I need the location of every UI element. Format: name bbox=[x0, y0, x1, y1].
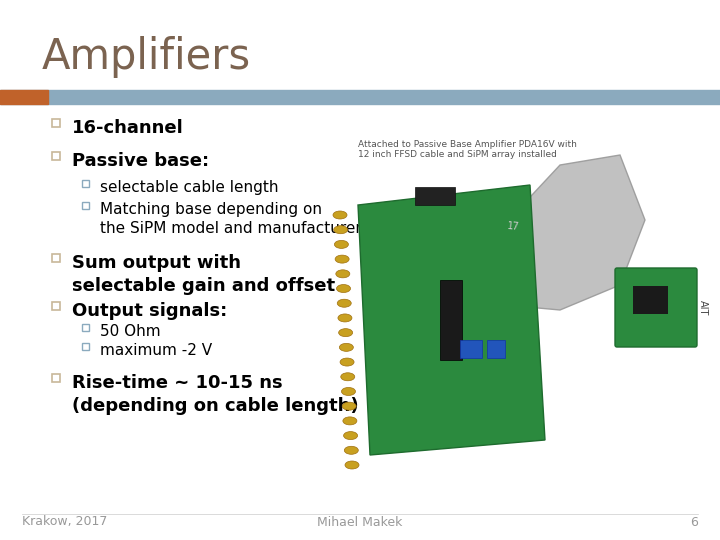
Text: Passive base:: Passive base: bbox=[72, 152, 209, 170]
Ellipse shape bbox=[334, 240, 348, 248]
Ellipse shape bbox=[338, 329, 353, 336]
Text: Krakow, 2017: Krakow, 2017 bbox=[22, 516, 107, 529]
Bar bbox=[52, 254, 60, 262]
Ellipse shape bbox=[340, 358, 354, 366]
Ellipse shape bbox=[342, 402, 356, 410]
Bar bbox=[460, 340, 482, 358]
Ellipse shape bbox=[336, 270, 350, 278]
Bar bbox=[52, 119, 60, 127]
Text: Amplifiers: Amplifiers bbox=[42, 36, 251, 78]
Text: Attached to Passive Base Amplifier PDA16V with
12 inch FFSD cable and SiPM array: Attached to Passive Base Amplifier PDA16… bbox=[358, 140, 577, 159]
Bar bbox=[82, 180, 89, 187]
Ellipse shape bbox=[337, 299, 351, 307]
Bar bbox=[440, 280, 462, 360]
Bar bbox=[52, 152, 60, 160]
Ellipse shape bbox=[338, 314, 352, 322]
Text: Output signals:: Output signals: bbox=[72, 302, 228, 320]
Ellipse shape bbox=[341, 373, 355, 381]
Bar bbox=[0, 90, 720, 104]
Text: 17: 17 bbox=[507, 221, 520, 232]
Text: AIT: AIT bbox=[698, 300, 708, 315]
Text: maximum -2 V: maximum -2 V bbox=[100, 343, 212, 358]
Bar bbox=[0, 90, 48, 104]
Bar bbox=[82, 343, 89, 350]
Polygon shape bbox=[468, 155, 645, 310]
Ellipse shape bbox=[339, 343, 354, 352]
Ellipse shape bbox=[345, 461, 359, 469]
Text: Matching base depending on
the SiPM model and manufacturer: Matching base depending on the SiPM mode… bbox=[100, 202, 361, 236]
Ellipse shape bbox=[343, 431, 358, 440]
Ellipse shape bbox=[335, 255, 349, 263]
Bar bbox=[415, 187, 455, 205]
Bar bbox=[82, 202, 89, 209]
Ellipse shape bbox=[336, 285, 351, 293]
Text: 50 Ohm: 50 Ohm bbox=[100, 324, 161, 339]
Text: Sum output with
selectable gain and offset: Sum output with selectable gain and offs… bbox=[72, 254, 335, 295]
Ellipse shape bbox=[333, 226, 348, 234]
Ellipse shape bbox=[343, 417, 357, 425]
Bar bbox=[487, 340, 505, 358]
Ellipse shape bbox=[341, 388, 356, 395]
Bar bbox=[82, 324, 89, 331]
Bar bbox=[52, 302, 60, 310]
Ellipse shape bbox=[333, 211, 347, 219]
FancyBboxPatch shape bbox=[615, 268, 697, 347]
Text: 16-channel: 16-channel bbox=[72, 119, 184, 137]
Polygon shape bbox=[358, 185, 545, 455]
Text: Rise-time ~ 10-15 ns
(depending on cable length): Rise-time ~ 10-15 ns (depending on cable… bbox=[72, 374, 359, 415]
Text: 6: 6 bbox=[690, 516, 698, 529]
Bar bbox=[633, 286, 668, 314]
Bar bbox=[52, 374, 60, 382]
Ellipse shape bbox=[344, 446, 359, 454]
Text: selectable cable length: selectable cable length bbox=[100, 180, 279, 195]
Text: Mihael Makek: Mihael Makek bbox=[318, 516, 402, 529]
